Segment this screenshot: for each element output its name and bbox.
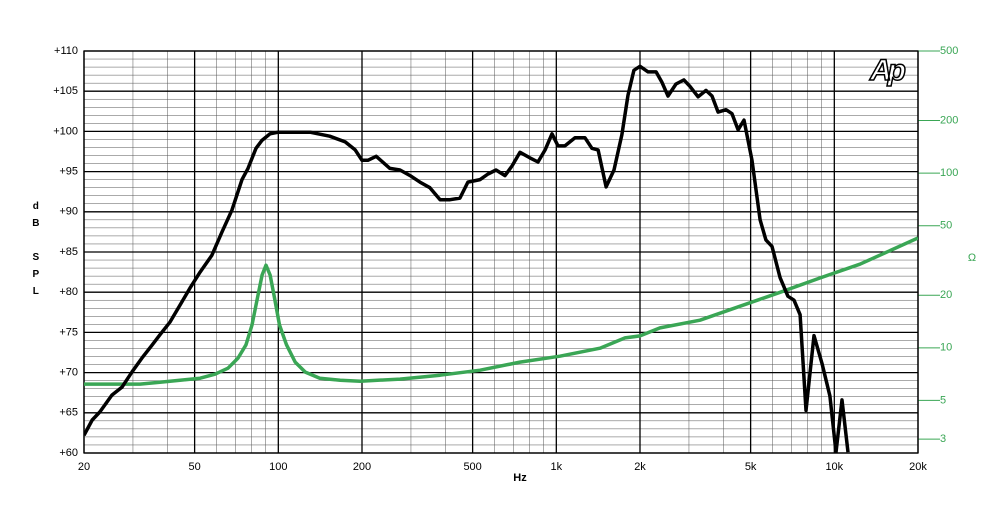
x-tick-label: 20k [909, 461, 927, 473]
x-axis-label: Hz [513, 472, 527, 484]
x-tick-label: 20 [78, 461, 90, 473]
x-tick-label: 10k [825, 461, 843, 473]
y2-tick-label: 100 [940, 167, 958, 179]
y-tick-label: +65 [59, 407, 78, 419]
y2-tick-label: 500 [940, 45, 958, 57]
series-line [84, 236, 918, 386]
x-tick-label: 200 [353, 461, 371, 473]
x-tick-label: 50 [189, 461, 201, 473]
y2-tick-label: 3 [940, 433, 946, 445]
y2-tick-label: 5 [940, 394, 946, 406]
y2-axis-label: Ω [968, 252, 976, 264]
x-tick-label: 5k [745, 461, 757, 473]
y-tick-label: +90 [59, 206, 78, 218]
y-tick-label: +85 [59, 246, 78, 258]
y-tick-label: +105 [53, 85, 78, 97]
x-tick-label: 500 [463, 461, 481, 473]
x-tick-label: 1k [551, 461, 563, 473]
logo: Ap [869, 54, 906, 87]
y-axis-label: dB SPL [30, 201, 41, 303]
y-tick-label: +110 [54, 45, 78, 57]
y-tick-label: +80 [59, 286, 78, 298]
y2-tick-label: 10 [940, 342, 952, 354]
series-line [84, 64, 850, 453]
y-tick-label: +95 [59, 166, 78, 178]
y-tick-label: +60 [59, 447, 78, 459]
plot-frame [83, 50, 919, 454]
x-tick-label: 2k [634, 461, 646, 473]
y2-tick-label: 50 [940, 220, 952, 232]
y2-tick-label: 200 [940, 114, 958, 126]
y-tick-label: +70 [59, 367, 78, 379]
x-tick-label: 100 [269, 461, 287, 473]
y-tick-label: +75 [59, 326, 78, 338]
y2-tick-label: 20 [940, 289, 952, 301]
y-tick-label: +100 [53, 125, 78, 137]
